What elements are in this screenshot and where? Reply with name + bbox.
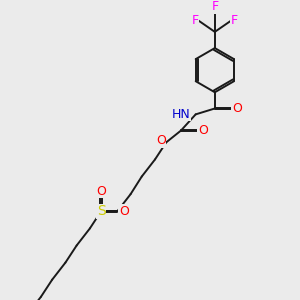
Text: F: F [211,0,218,13]
Text: F: F [231,14,238,27]
Text: O: O [97,185,106,198]
Text: O: O [198,124,208,137]
Text: F: F [191,14,199,27]
Text: O: O [232,102,242,115]
Text: HN: HN [172,108,190,121]
Text: O: O [156,134,166,147]
Text: O: O [119,205,129,218]
Text: S: S [97,204,106,218]
